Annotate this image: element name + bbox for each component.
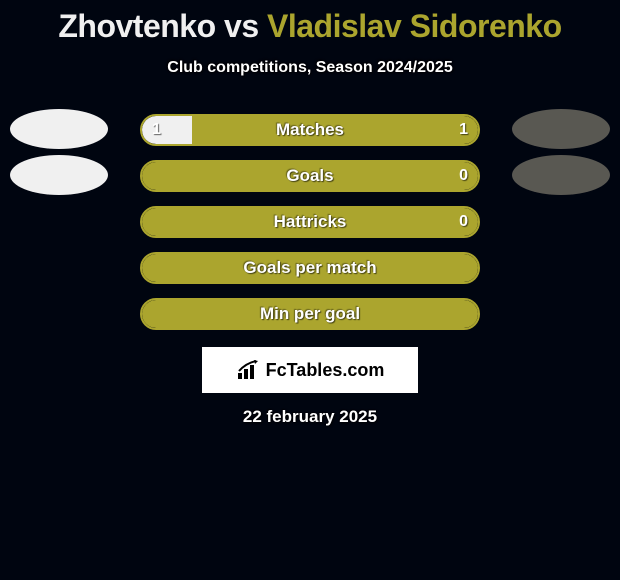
chart-icon xyxy=(236,359,262,381)
stat-bar: Matches1 1 xyxy=(140,114,480,146)
stat-row: Goals per match xyxy=(0,251,620,285)
avatar-left xyxy=(10,155,108,195)
stat-value-right: 0 xyxy=(459,213,468,231)
stat-label: Goals xyxy=(142,166,478,186)
vs-separator: vs xyxy=(216,8,267,44)
stat-bar: Hattricks0 xyxy=(140,206,480,238)
avatar-left xyxy=(10,109,108,149)
stats-comparison: Zhovtenko vs Vladislav Sidorenko Club co… xyxy=(0,0,620,427)
stat-row: Hattricks0 xyxy=(0,205,620,239)
stat-bar: Goals per match xyxy=(140,252,480,284)
stat-value-left: 1 xyxy=(152,121,161,139)
player2-name: Vladislav Sidorenko xyxy=(267,8,562,44)
logo-text: FcTables.com xyxy=(266,360,385,381)
stat-label: Goals per match xyxy=(142,258,478,278)
avatar-right xyxy=(512,155,610,195)
stat-bar: Min per goal xyxy=(140,298,480,330)
stats-rows: Matches11Goals0Hattricks0Goals per match… xyxy=(0,113,620,331)
stat-label: Matches xyxy=(142,120,478,140)
stat-bar: Goals0 xyxy=(140,160,480,192)
stat-value-right: 1 xyxy=(459,121,468,139)
stat-row: Goals0 xyxy=(0,159,620,193)
date-text: 22 february 2025 xyxy=(0,407,620,427)
stat-row: Min per goal xyxy=(0,297,620,331)
avatar-right xyxy=(512,109,610,149)
stat-label: Hattricks xyxy=(142,212,478,232)
stat-label: Min per goal xyxy=(142,304,478,324)
subtitle: Club competitions, Season 2024/2025 xyxy=(0,59,620,77)
stat-value-right: 0 xyxy=(459,167,468,185)
page-title: Zhovtenko vs Vladislav Sidorenko xyxy=(0,8,620,45)
logo-box[interactable]: FcTables.com xyxy=(202,347,418,393)
stat-row: Matches1 1 xyxy=(0,113,620,147)
player1-name: Zhovtenko xyxy=(58,8,215,44)
